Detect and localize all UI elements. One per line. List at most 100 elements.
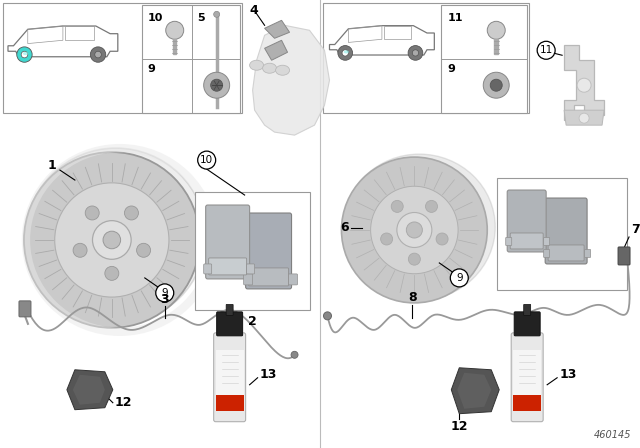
Text: 13: 13: [559, 368, 577, 381]
Circle shape: [323, 312, 332, 320]
Circle shape: [73, 243, 87, 257]
Circle shape: [211, 79, 223, 91]
FancyBboxPatch shape: [204, 264, 212, 274]
Circle shape: [451, 269, 468, 287]
Circle shape: [408, 46, 423, 60]
Bar: [216, 350, 244, 395]
Text: 9: 9: [456, 273, 463, 283]
Circle shape: [537, 41, 555, 59]
Text: 11: 11: [447, 13, 463, 23]
Bar: [195, 192, 310, 310]
Circle shape: [204, 72, 230, 98]
FancyBboxPatch shape: [214, 333, 246, 422]
Text: 9: 9: [447, 64, 455, 74]
Circle shape: [577, 78, 591, 92]
FancyBboxPatch shape: [506, 237, 512, 246]
Circle shape: [338, 46, 353, 60]
Polygon shape: [564, 45, 604, 120]
Circle shape: [103, 231, 120, 249]
Ellipse shape: [276, 65, 289, 75]
Circle shape: [95, 51, 101, 58]
Polygon shape: [73, 375, 105, 405]
Circle shape: [136, 243, 150, 257]
Circle shape: [579, 113, 589, 123]
Text: 10: 10: [200, 155, 213, 165]
FancyBboxPatch shape: [246, 264, 255, 274]
Circle shape: [198, 151, 216, 169]
Text: 7: 7: [631, 224, 640, 237]
Circle shape: [487, 22, 505, 39]
FancyArrow shape: [495, 39, 498, 54]
Text: 11: 11: [540, 45, 553, 55]
FancyBboxPatch shape: [543, 250, 550, 258]
Circle shape: [291, 351, 298, 358]
Text: 13: 13: [260, 368, 277, 381]
Circle shape: [54, 183, 169, 297]
Polygon shape: [564, 110, 604, 125]
Circle shape: [391, 200, 403, 212]
Text: 9: 9: [148, 64, 156, 74]
Ellipse shape: [262, 63, 276, 73]
FancyBboxPatch shape: [511, 333, 543, 422]
Bar: [216, 395, 244, 411]
Circle shape: [156, 284, 173, 302]
Ellipse shape: [344, 154, 495, 300]
Ellipse shape: [344, 50, 349, 53]
Circle shape: [490, 79, 502, 91]
Text: 12: 12: [115, 396, 132, 409]
Polygon shape: [67, 370, 113, 410]
Circle shape: [21, 51, 28, 58]
Circle shape: [436, 233, 448, 245]
FancyBboxPatch shape: [510, 233, 543, 249]
FancyBboxPatch shape: [246, 213, 292, 289]
Text: 12: 12: [451, 420, 468, 433]
Text: 3: 3: [161, 293, 169, 306]
FancyBboxPatch shape: [217, 312, 243, 336]
FancyBboxPatch shape: [209, 258, 246, 275]
Bar: [497, 178, 627, 290]
FancyBboxPatch shape: [19, 301, 31, 317]
Polygon shape: [264, 20, 289, 38]
Circle shape: [124, 206, 138, 220]
Circle shape: [483, 72, 509, 98]
Circle shape: [342, 50, 348, 56]
FancyBboxPatch shape: [524, 304, 531, 315]
Text: 460145: 460145: [593, 430, 631, 439]
Bar: [323, 3, 529, 113]
Circle shape: [17, 47, 32, 62]
Text: 10: 10: [148, 13, 163, 23]
Text: 2: 2: [248, 315, 257, 328]
FancyBboxPatch shape: [548, 245, 584, 261]
FancyBboxPatch shape: [205, 205, 250, 279]
FancyArrow shape: [173, 39, 177, 54]
Circle shape: [381, 233, 392, 245]
Circle shape: [105, 267, 119, 280]
Polygon shape: [458, 373, 492, 409]
FancyBboxPatch shape: [545, 198, 587, 264]
FancyBboxPatch shape: [289, 274, 298, 285]
Circle shape: [371, 186, 458, 274]
Circle shape: [93, 221, 131, 259]
Circle shape: [406, 222, 422, 238]
Circle shape: [214, 11, 220, 17]
Circle shape: [426, 200, 438, 212]
Ellipse shape: [23, 52, 28, 55]
FancyBboxPatch shape: [244, 274, 253, 285]
FancyBboxPatch shape: [508, 190, 546, 252]
FancyBboxPatch shape: [248, 268, 289, 286]
Circle shape: [166, 22, 184, 39]
FancyBboxPatch shape: [618, 247, 630, 265]
Bar: [513, 350, 541, 395]
Circle shape: [408, 253, 420, 265]
Circle shape: [412, 50, 419, 56]
Text: 4: 4: [250, 4, 259, 17]
Circle shape: [90, 47, 106, 62]
FancyBboxPatch shape: [226, 304, 233, 315]
Text: 5: 5: [196, 13, 204, 23]
Circle shape: [397, 212, 432, 247]
Ellipse shape: [26, 148, 205, 324]
Polygon shape: [253, 25, 330, 135]
Text: 6: 6: [340, 221, 349, 234]
FancyBboxPatch shape: [584, 250, 591, 258]
Ellipse shape: [250, 60, 264, 70]
